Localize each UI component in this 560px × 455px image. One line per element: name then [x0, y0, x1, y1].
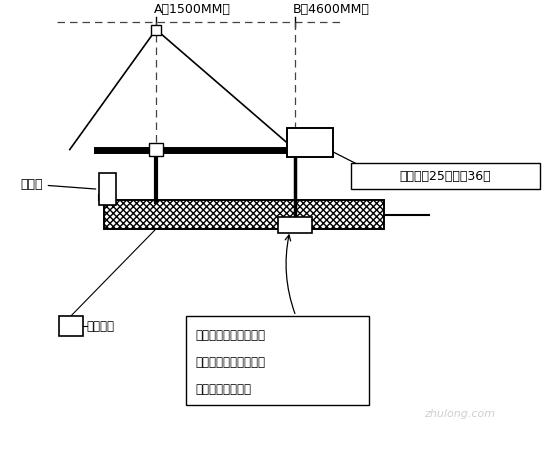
Text: A（1500MM）: A（1500MM） — [154, 3, 231, 15]
Bar — [278, 217, 312, 233]
Text: 配重每块25公斤全36块: 配重每块25公斤全36块 — [400, 170, 492, 183]
Bar — [186, 316, 369, 405]
Text: B（4600MM）: B（4600MM） — [293, 3, 370, 15]
Text: 前、后支架底部垒一定: 前、后支架底部垒一定 — [195, 329, 265, 343]
Bar — [287, 128, 333, 157]
Bar — [149, 142, 163, 157]
Text: zhulong.com: zhulong.com — [424, 410, 495, 420]
Bar — [59, 316, 83, 336]
Bar — [151, 25, 161, 35]
Text: 厚度和宽度的木板增加: 厚度和宽度的木板增加 — [195, 356, 265, 369]
Text: 电动吸篹: 电动吸篹 — [87, 319, 115, 333]
Bar — [352, 163, 540, 189]
Bar — [105, 200, 384, 229]
Bar — [99, 173, 116, 205]
Text: 女儿墙: 女儿墙 — [20, 178, 96, 191]
Text: 受力面积来分散力: 受力面积来分散力 — [195, 383, 251, 396]
